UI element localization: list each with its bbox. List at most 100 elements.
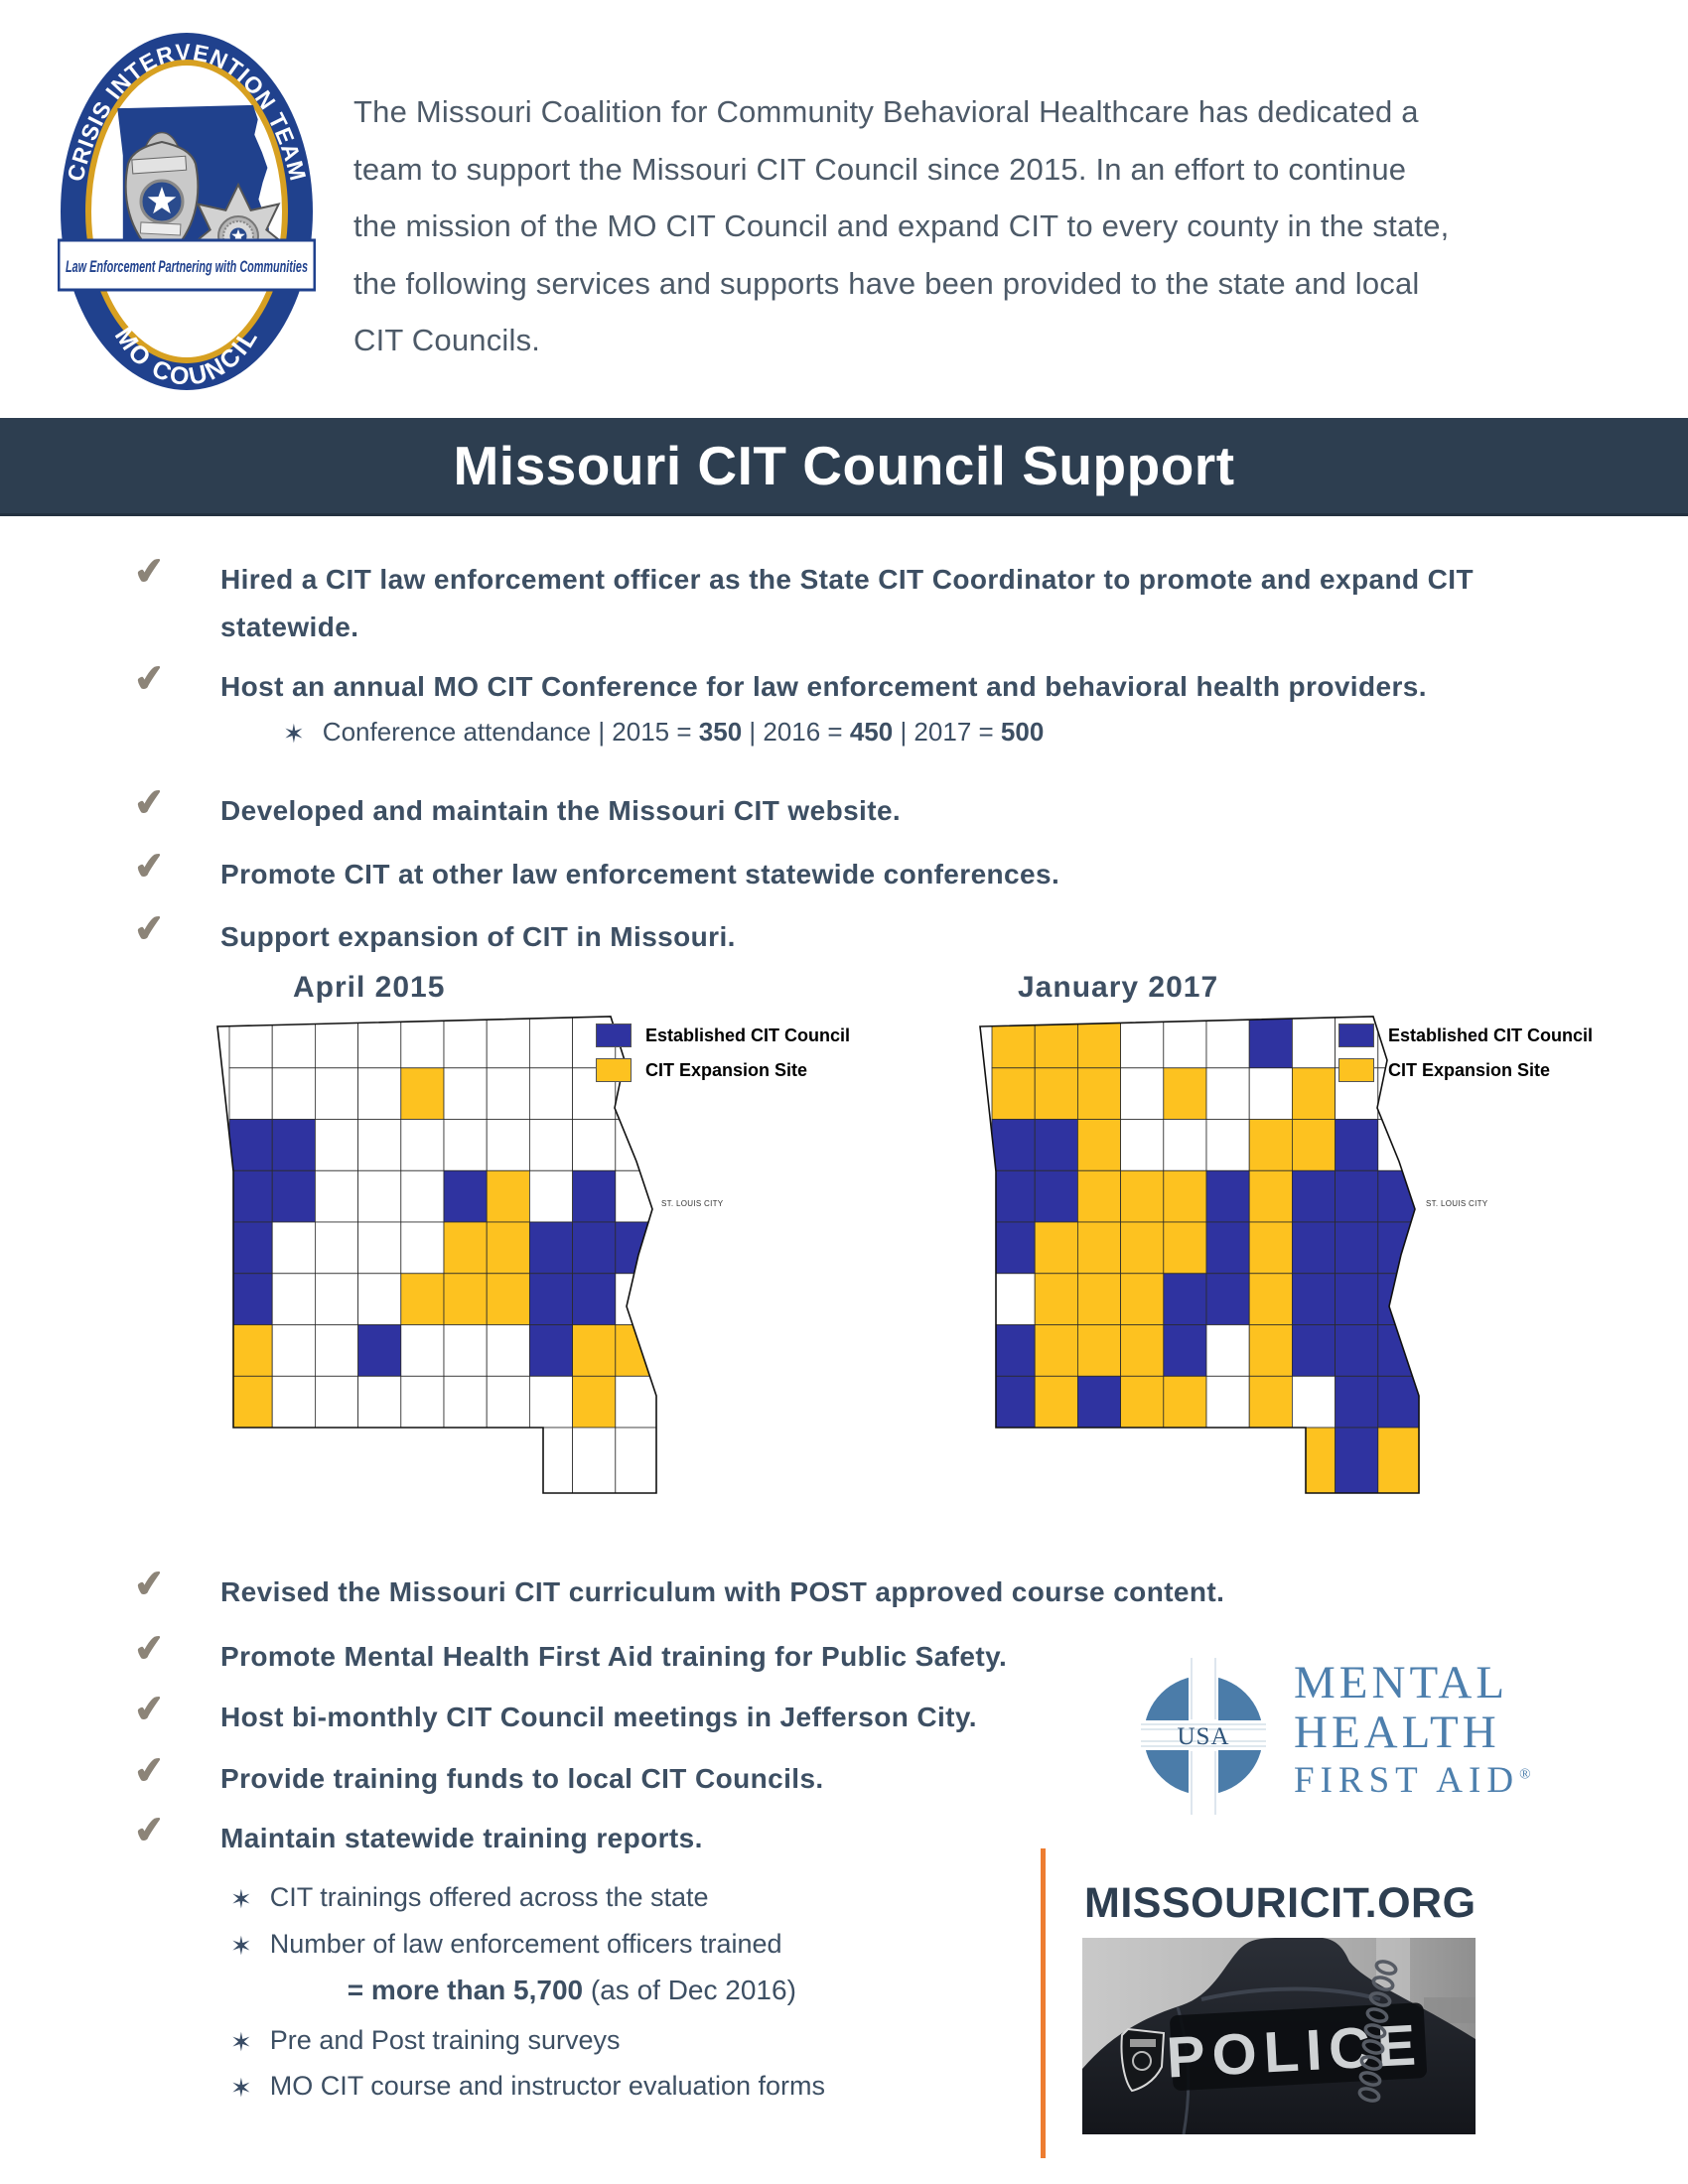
county-cell xyxy=(486,1017,530,1069)
county-cell xyxy=(1077,1067,1122,1120)
county-cell xyxy=(1163,1221,1207,1275)
county-cell xyxy=(1034,1119,1078,1171)
checklist-item-text: Hired a CIT law enforcement officer as t… xyxy=(220,564,1474,642)
section-banner: Missouri CIT Council Support xyxy=(0,418,1688,516)
county-cell xyxy=(1248,1427,1293,1493)
intro-line: CIT Councils. xyxy=(353,323,541,357)
county-cell xyxy=(1335,1427,1379,1493)
county-cell xyxy=(1163,1169,1207,1223)
county-cell xyxy=(228,1324,273,1377)
county-cell xyxy=(1034,1375,1078,1429)
county-cell xyxy=(400,1169,445,1223)
county-cell xyxy=(1377,1324,1419,1377)
county-cell xyxy=(357,1427,402,1493)
conference-attendance-row: ✶ Conference attendance | 2015 = 350 | 20… xyxy=(283,717,1044,750)
checklist-item: ✔ Host bi-monthly CIT Council meetings i… xyxy=(132,1687,1524,1741)
logo-ribbon: Law Enforcement Partnering with Communit… xyxy=(58,238,316,292)
county-cell xyxy=(615,1169,656,1223)
county-cell xyxy=(228,1427,273,1493)
training-bullet-text: = more than 5,700 (as of Dec 2016) xyxy=(347,1975,796,2005)
check-icon: ✔ xyxy=(131,549,168,594)
county-cell xyxy=(1248,1375,1293,1429)
county-cell xyxy=(991,1375,1036,1429)
checklist-item: ✔ Maintain statewide training reports. xyxy=(132,1808,1524,1862)
county-cell xyxy=(1034,1273,1078,1325)
county-cell xyxy=(1335,1221,1379,1275)
county-cell xyxy=(1248,1169,1293,1223)
county-cell xyxy=(615,1221,656,1275)
county-cell xyxy=(528,1017,573,1069)
missouri-county-map-january-2017 xyxy=(979,1016,1420,1494)
county-cell xyxy=(1120,1017,1165,1069)
mhfa-cross-stripes xyxy=(1141,1658,1266,1815)
county-cell xyxy=(400,1067,445,1120)
map-legend: Established CIT Council CIT Expansion Si… xyxy=(596,1023,850,1092)
county-cell xyxy=(991,1273,1036,1325)
county-cell xyxy=(1335,1324,1379,1377)
county-cell xyxy=(1291,1427,1336,1493)
county-cell xyxy=(443,1375,488,1429)
county-cell xyxy=(1120,1375,1165,1429)
county-cell xyxy=(443,1273,488,1325)
legend-row: CIT Expansion Site xyxy=(1338,1057,1593,1083)
county-cell xyxy=(1077,1375,1122,1429)
county-cell xyxy=(400,1273,445,1325)
intro-line: the following services and supports have… xyxy=(353,265,1420,301)
conference-attendance-text: Conference attendance | 2015 = 350 | 201… xyxy=(322,717,1045,747)
county-cell xyxy=(271,1067,316,1120)
county-cell xyxy=(572,1375,617,1429)
county-cell xyxy=(1205,1169,1250,1223)
county-cell xyxy=(357,1067,402,1120)
county-cell xyxy=(1205,1017,1250,1069)
county-cell xyxy=(1034,1067,1078,1120)
county-cell xyxy=(1034,1324,1078,1377)
training-bullet: ✶ MO CIT course and instructor evaluation… xyxy=(230,2071,825,2104)
county-cell xyxy=(357,1221,402,1275)
missouri-county-map-april-2015 xyxy=(216,1016,657,1494)
county-cell xyxy=(357,1324,402,1377)
county-cell xyxy=(1163,1427,1207,1493)
county-cell xyxy=(572,1427,617,1493)
county-cell xyxy=(1248,1017,1293,1069)
checklist-item-text: Promote CIT at other law enforcement sta… xyxy=(220,859,1060,889)
orange-divider xyxy=(1041,1848,1046,2158)
county-cell xyxy=(315,1375,359,1429)
county-cell xyxy=(443,1427,488,1493)
checklist-item: ✔ Revised the Missouri CIT curriculum wi… xyxy=(132,1562,1524,1616)
state-outline xyxy=(979,1016,1420,1494)
county-cell xyxy=(1248,1119,1293,1171)
county-cell xyxy=(991,1119,1036,1171)
county-cell xyxy=(400,1017,445,1069)
checklist-item: ✔ Host an annual MO CIT Conference for l… xyxy=(132,656,1524,711)
county-cell xyxy=(1291,1221,1336,1275)
county-cell xyxy=(486,1273,530,1325)
county-cell xyxy=(315,1427,359,1493)
checklist-item-text: Developed and maintain the Missouri CIT … xyxy=(220,795,902,826)
county-cell xyxy=(572,1221,617,1275)
county-cell xyxy=(486,1169,530,1223)
logo-ribbon-text: Law Enforcement Partnering with Communit… xyxy=(66,257,308,276)
checklist-item: ✔ Developed and maintain the Missouri CI… xyxy=(132,780,1524,835)
legend-label: CIT Expansion Site xyxy=(1388,1059,1551,1080)
county-cell xyxy=(228,1273,273,1325)
county-cell xyxy=(1077,1221,1122,1275)
county-cell xyxy=(528,1375,573,1429)
county-cell xyxy=(1077,1017,1122,1069)
county-cell xyxy=(357,1119,402,1171)
county-cell xyxy=(1248,1221,1293,1275)
state-outline xyxy=(216,1016,657,1494)
county-cell xyxy=(991,1324,1036,1377)
county-cell xyxy=(315,1324,359,1377)
county-cell xyxy=(528,1169,573,1223)
map-title-april: April 2015 xyxy=(293,971,446,1004)
county-cell xyxy=(486,1324,530,1377)
county-cell xyxy=(1291,1067,1336,1120)
county-cell xyxy=(400,1427,445,1493)
map-legend: Established CIT Council CIT Expansion Si… xyxy=(1338,1023,1593,1092)
county-cell xyxy=(357,1017,402,1069)
county-cell xyxy=(1120,1324,1165,1377)
radio-cord-icon xyxy=(1357,1960,1398,2103)
county-cell xyxy=(315,1273,359,1325)
check-icon: ✔ xyxy=(131,844,168,888)
county-cell xyxy=(1248,1067,1293,1120)
